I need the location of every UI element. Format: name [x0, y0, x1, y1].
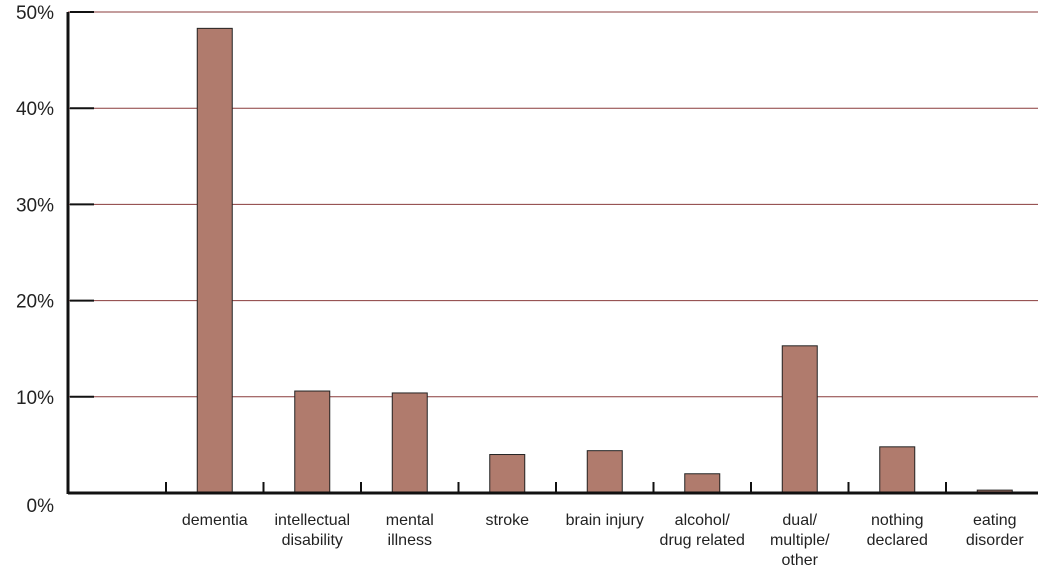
y-tick-labels: 0% 10% 20% 30% 40% 50% — [16, 3, 54, 517]
y-tick-label: 40% — [16, 99, 54, 120]
x-category-label: nothing declared — [867, 512, 928, 549]
y-tick-label: 0% — [27, 496, 55, 517]
x-category-label: intellectual disability — [274, 512, 350, 549]
x-category-label: dual/multiple/other — [770, 512, 830, 569]
bar — [489, 454, 526, 494]
bar — [391, 392, 428, 494]
bar — [294, 390, 331, 494]
bar — [879, 446, 916, 494]
x-category-label: brain injury — [566, 512, 644, 529]
x-category-label: alcohol/drug related — [660, 512, 745, 549]
y-tick-label: 20% — [16, 292, 54, 313]
bar — [781, 345, 818, 494]
x-category-label: eating disorder — [966, 512, 1024, 549]
bar — [586, 450, 623, 494]
x-category-label: dementia — [182, 512, 248, 529]
y-tick-label: 50% — [16, 3, 54, 24]
x-category-label: stroke — [485, 512, 529, 529]
x-category-labels: dementia intellectual disability mental illn… — [182, 512, 1024, 569]
bars — [196, 27, 1013, 494]
x-category-label: mental illness — [386, 512, 434, 549]
y-tick-label: 10% — [16, 388, 54, 409]
y-tick-label: 30% — [16, 195, 54, 216]
axes — [66, 11, 1038, 495]
bar — [684, 473, 721, 494]
bar — [196, 27, 233, 494]
